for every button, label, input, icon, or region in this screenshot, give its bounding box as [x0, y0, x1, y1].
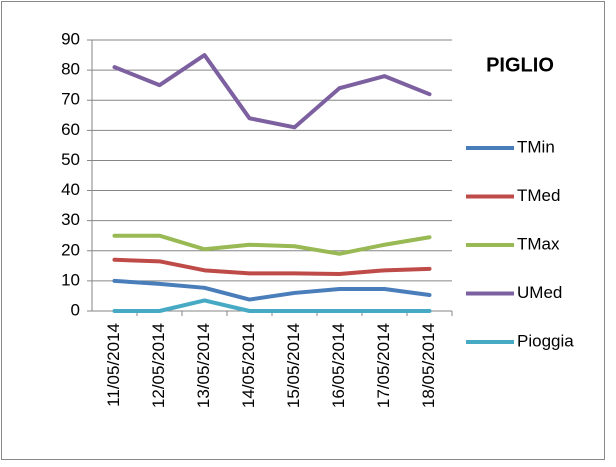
legend-label: Pioggia — [517, 331, 574, 350]
series-line — [112, 278, 432, 302]
y-tick-label: 40 — [61, 180, 80, 199]
legend-label: TMax — [517, 234, 560, 253]
y-tick-label: 70 — [61, 90, 80, 109]
x-tick-label: 18/05/2014 — [419, 323, 438, 408]
legend-label: TMin — [517, 137, 555, 156]
y-tick-label: 80 — [61, 60, 80, 79]
x-tick-label: 14/05/2014 — [239, 323, 258, 408]
x-tick-label: 13/05/2014 — [194, 323, 213, 408]
series-line — [112, 257, 432, 276]
series-line — [112, 53, 432, 130]
chart-border — [1, 1, 605, 460]
y-tick-label: 30 — [61, 210, 80, 229]
series-line — [112, 233, 432, 256]
y-tick-label: 20 — [61, 240, 80, 259]
x-tick-label: 11/05/2014 — [104, 323, 123, 407]
series-line — [112, 298, 432, 313]
x-tick-label: 15/05/2014 — [284, 323, 303, 408]
x-tick-label: 16/05/2014 — [329, 323, 348, 408]
y-tick-label: 0 — [71, 300, 80, 319]
chart-title: PIGLIO — [486, 54, 554, 76]
y-tick-label: 90 — [61, 29, 80, 48]
y-tick-label: 50 — [61, 150, 80, 169]
legend-label: UMed — [517, 283, 562, 302]
y-tick-label: 60 — [61, 120, 80, 139]
legend-label: TMed — [517, 186, 560, 205]
y-tick-label: 10 — [61, 270, 80, 289]
x-tick-label: 17/05/2014 — [374, 323, 393, 408]
x-tick-label: 12/05/2014 — [149, 323, 168, 408]
